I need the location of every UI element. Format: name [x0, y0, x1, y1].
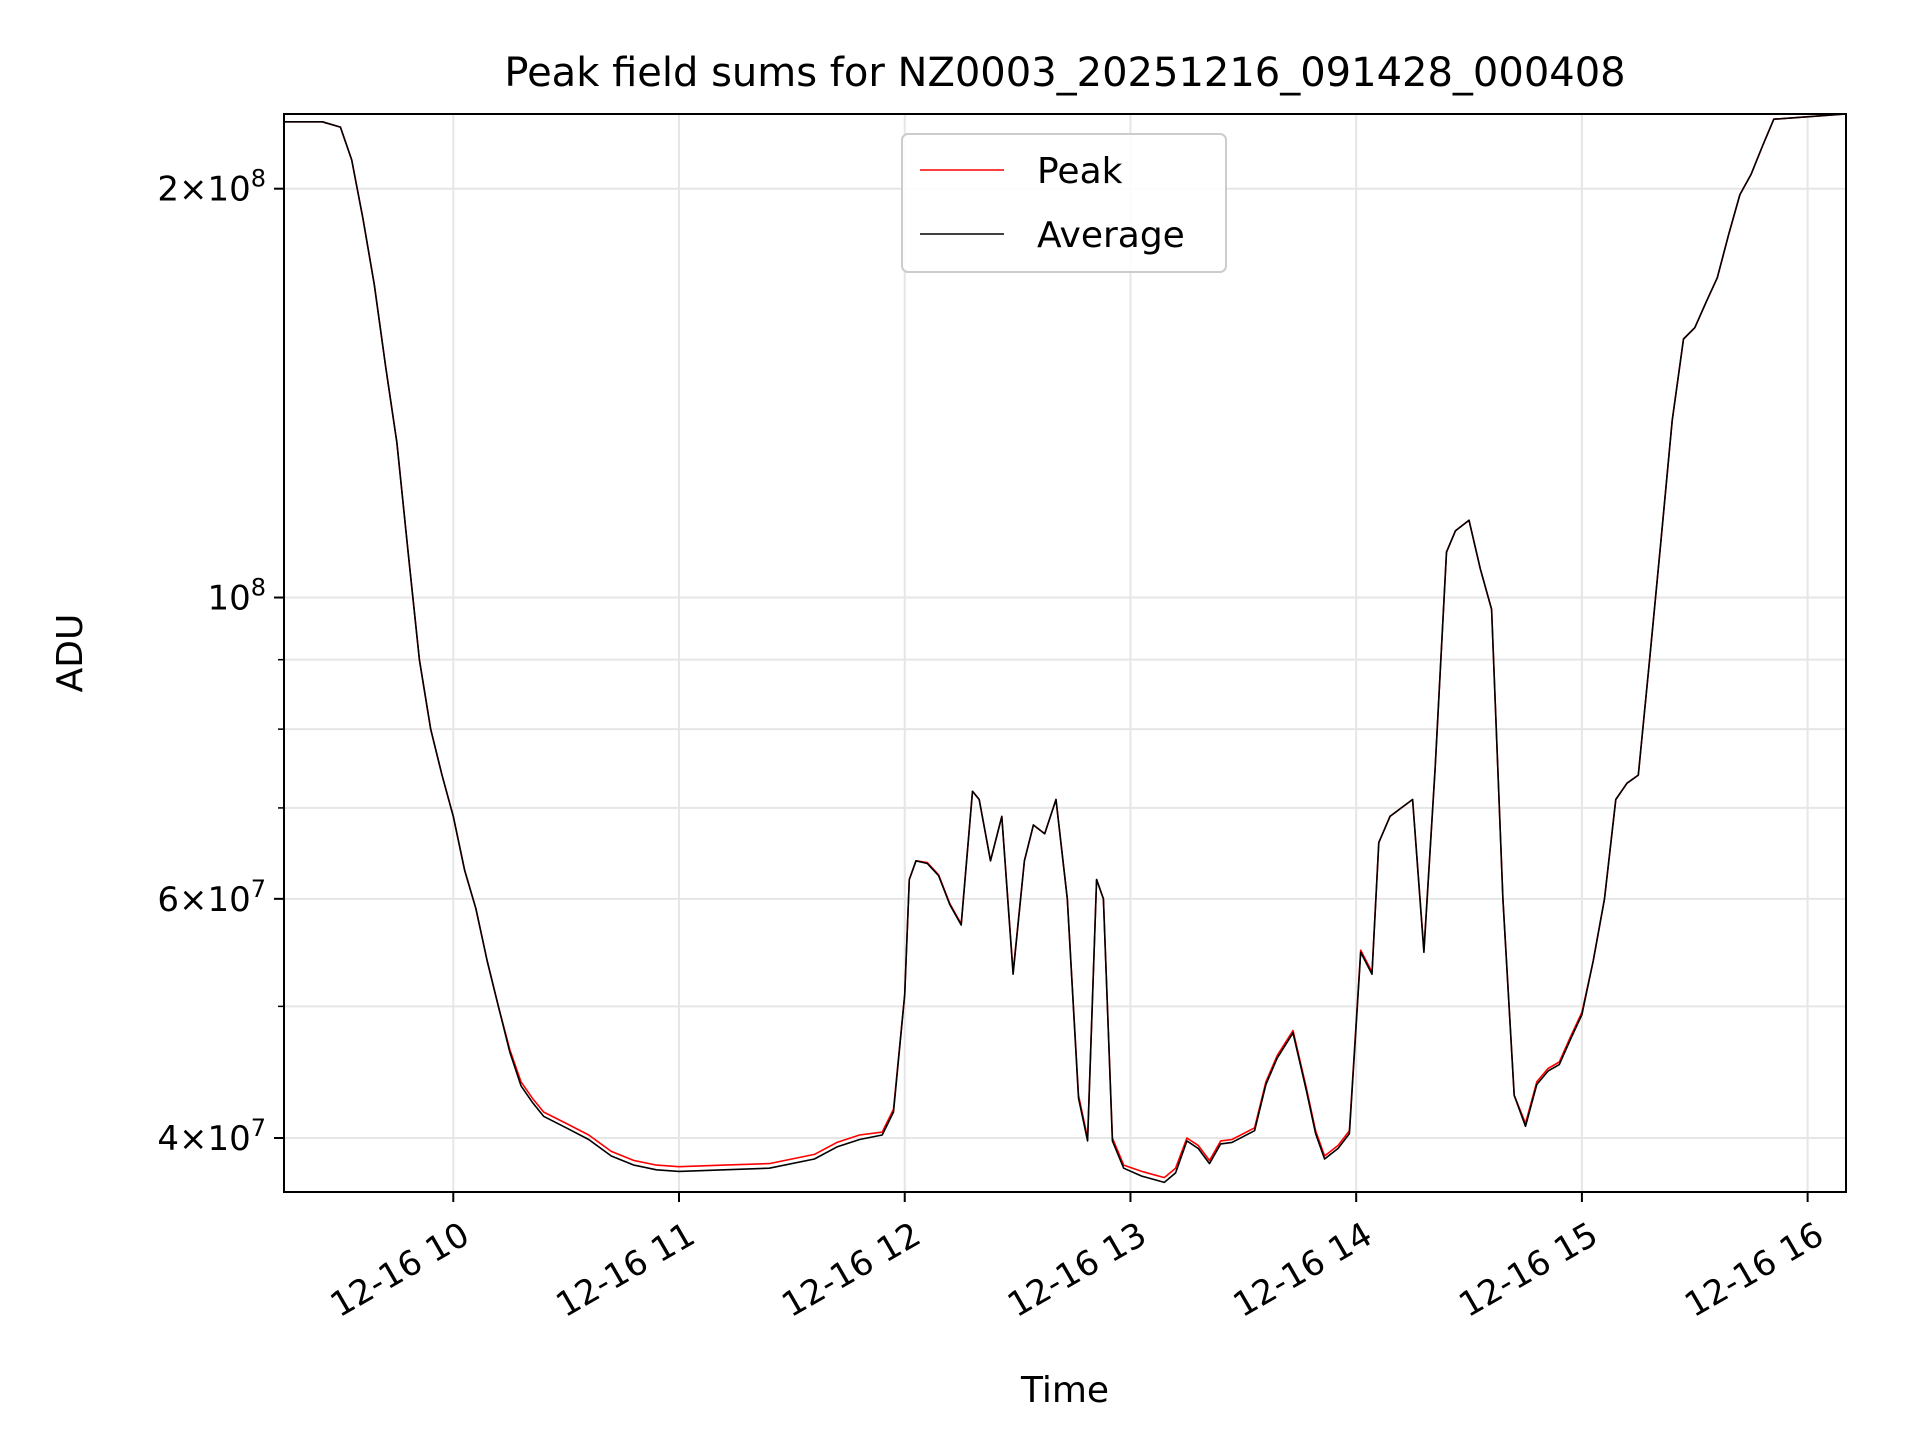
legend-box	[901, 133, 1227, 273]
legend-label-peak: Peak	[1037, 151, 1123, 192]
y-tick-exponent: 7	[251, 875, 266, 903]
y-tick-times: ×10	[179, 1119, 251, 1159]
y-tick-label: 108	[207, 574, 266, 619]
y-tick-times: ×10	[179, 170, 251, 210]
y-tick-exponent: 7	[251, 1114, 266, 1142]
y-tick-label: 2×108	[157, 165, 266, 210]
y-axis-label: ADU	[50, 614, 91, 693]
legend: Peak Average	[901, 133, 1227, 273]
y-tick-base: 6	[157, 880, 179, 920]
y-tick-times: ×10	[179, 880, 251, 920]
y-tick-exponent: 8	[251, 165, 266, 193]
legend-label-average: Average	[1037, 215, 1185, 256]
chart-title: Peak field sums for NZ0003_20251216_0914…	[504, 50, 1625, 96]
y-tick-exponent: 8	[251, 574, 266, 602]
y-tick-label: 6×107	[157, 875, 266, 920]
series-layer	[284, 114, 1846, 1184]
x-axis-label: Time	[1020, 1370, 1109, 1411]
y-tick-base: 4	[157, 1119, 179, 1159]
y-tick-base: 2	[157, 170, 179, 210]
series-line-average	[284, 114, 1846, 1184]
plot-frame	[283, 113, 1847, 1193]
series-line-peak	[284, 114, 1846, 1179]
y-tick-base: 10	[207, 579, 250, 619]
y-tick-label: 4×107	[157, 1114, 266, 1159]
